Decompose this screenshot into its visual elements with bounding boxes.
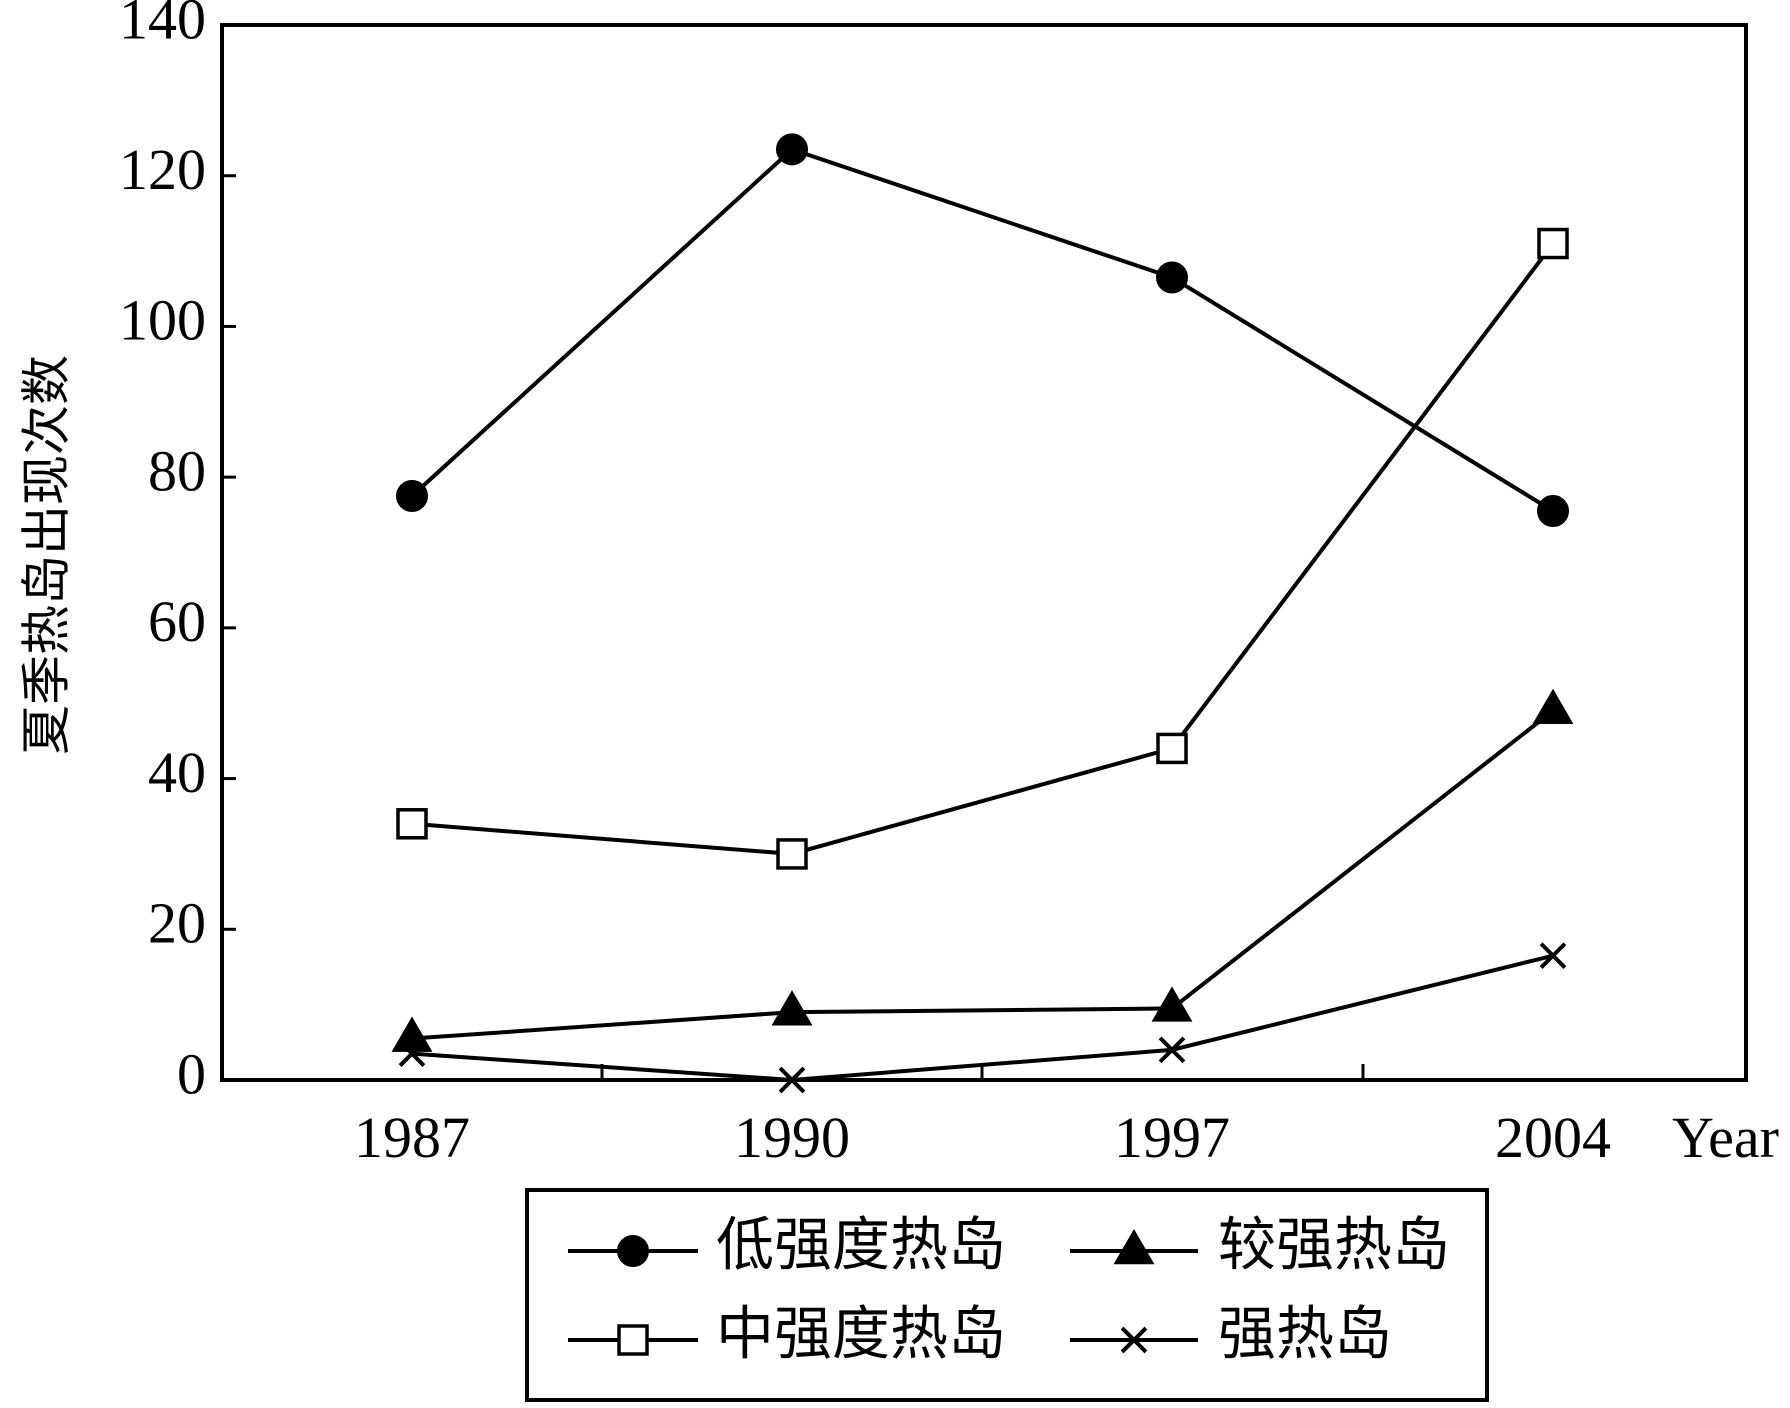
series-2-point-1987 <box>391 1016 433 1052</box>
x-tick-label-1987: 1987 <box>354 1105 470 1170</box>
series-3-point-1997 <box>1156 732 1188 765</box>
legend-item-4: 强热岛 <box>1070 1301 1392 1366</box>
series-3 <box>396 227 1569 870</box>
series-2-line <box>411 709 1555 1041</box>
series-3-point-1987 <box>396 808 428 840</box>
series-4-point-1987 <box>398 1040 426 1067</box>
series-1 <box>396 133 1569 528</box>
plot-frame <box>220 23 1748 1082</box>
y-tick-label-140: 140 <box>119 0 206 51</box>
series-4-point-2004 <box>1539 942 1567 969</box>
legend-label-3: 中强度热岛 <box>716 1301 1006 1366</box>
series-1-point-1987 <box>396 479 428 512</box>
y-tick-label-80: 80 <box>148 438 206 503</box>
x-axis-label: Year <box>1672 1105 1779 1170</box>
legend-item-2: 较强热岛 <box>1070 1212 1450 1277</box>
series-3-line <box>411 242 1555 856</box>
series-4-point-1997 <box>1158 1036 1186 1064</box>
legend-label-1: 低强度热岛 <box>716 1212 1006 1277</box>
legend-label-2: 较强热岛 <box>1218 1212 1450 1277</box>
legend-marker-2 <box>1113 1228 1155 1265</box>
legend-marker-4 <box>1120 1326 1148 1354</box>
y-tick-label-100: 100 <box>119 288 206 353</box>
x-tick-label-1997: 1997 <box>1114 1105 1230 1170</box>
legend-label-4: 强热岛 <box>1218 1301 1392 1366</box>
series-4-point-1990 <box>778 1066 806 1094</box>
legend-item-1: 低强度热岛 <box>568 1212 1006 1277</box>
y-axis-label: 夏季热岛出现次数 <box>18 355 74 755</box>
series-2-point-2004 <box>1532 688 1574 725</box>
y-tick-label-120: 120 <box>119 137 206 202</box>
y-tick-label-40: 40 <box>148 740 206 805</box>
series-2-point-1997 <box>1151 986 1193 1022</box>
series-2-point-1990 <box>771 990 813 1026</box>
legend-marker-1 <box>617 1235 649 1267</box>
legend-box <box>525 1188 1489 1402</box>
series-4 <box>398 942 1567 1094</box>
y-tick-label-0: 0 <box>177 1041 206 1106</box>
y-tick-label-60: 60 <box>148 589 206 654</box>
series-1-point-1990 <box>776 133 808 166</box>
series-2 <box>391 688 1574 1052</box>
plot-series <box>391 133 1574 1094</box>
legend-marker-3 <box>617 1324 649 1356</box>
x-tick-label-2004: 2004 <box>1495 1105 1611 1170</box>
x-tick-label-1990: 1990 <box>734 1105 850 1170</box>
series-4-line <box>411 953 1554 1083</box>
series-1-point-1997 <box>1156 261 1188 294</box>
series-1-line <box>410 147 1555 513</box>
legend-item-3: 中强度热岛 <box>568 1301 1006 1366</box>
series-1-point-2004 <box>1537 495 1569 528</box>
series-3-point-1990 <box>776 838 808 870</box>
axes: 0 20 40 60 80 100 120 140 1987 1990 1997 2004 <box>119 0 1748 1170</box>
y-tick-label-20: 20 <box>148 891 206 956</box>
series-3-point-2004 <box>1537 227 1569 260</box>
